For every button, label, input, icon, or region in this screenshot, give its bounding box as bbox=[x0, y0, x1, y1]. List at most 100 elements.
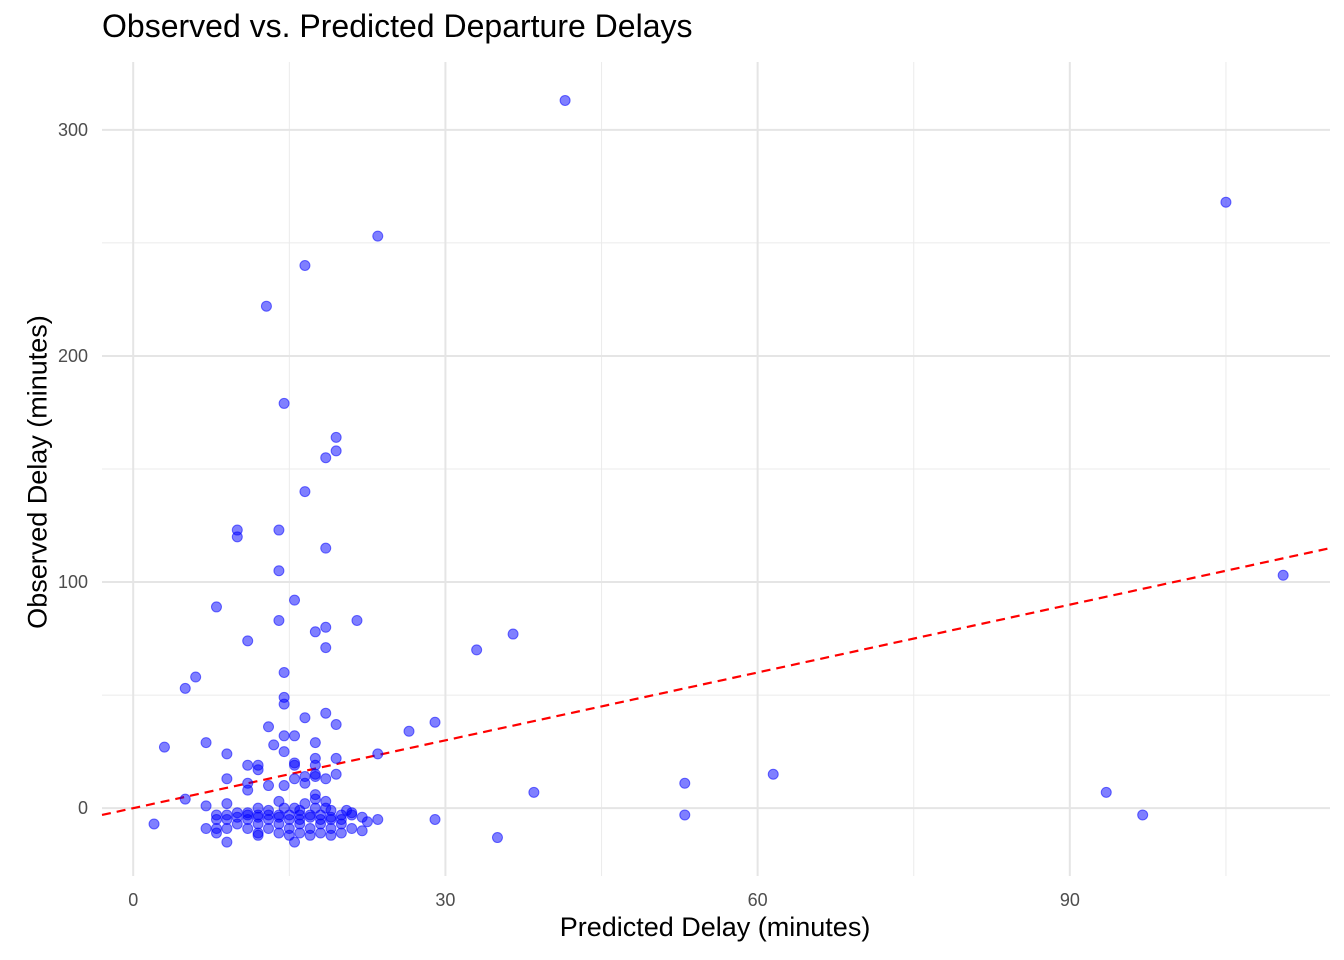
y-tick-label: 0 bbox=[78, 798, 88, 818]
data-point bbox=[309, 737, 321, 749]
data-point bbox=[330, 445, 342, 457]
data-point bbox=[273, 614, 285, 626]
x-tick-label: 0 bbox=[128, 890, 138, 910]
data-point bbox=[299, 260, 311, 271]
data-point bbox=[200, 737, 212, 749]
data-point bbox=[273, 827, 285, 839]
data-point bbox=[403, 725, 415, 737]
data-point bbox=[304, 829, 316, 841]
data-point bbox=[289, 730, 301, 742]
data-point bbox=[330, 719, 342, 731]
data-point bbox=[346, 809, 358, 821]
major-gridlines bbox=[102, 62, 1330, 876]
data-point bbox=[278, 780, 290, 792]
data-point bbox=[429, 813, 441, 825]
data-point bbox=[679, 809, 691, 821]
data-point bbox=[242, 813, 254, 825]
reference-line-group bbox=[101, 547, 1331, 817]
data-point bbox=[148, 818, 160, 830]
data-point bbox=[309, 759, 321, 771]
data-point bbox=[356, 825, 368, 837]
data-point bbox=[158, 741, 170, 753]
data-point bbox=[268, 739, 280, 751]
data-point bbox=[210, 813, 222, 825]
data-point bbox=[294, 818, 306, 830]
data-point bbox=[320, 452, 332, 464]
data-point bbox=[1100, 786, 1112, 798]
data-point bbox=[330, 752, 342, 764]
data-point bbox=[289, 759, 301, 771]
data-point bbox=[283, 813, 295, 825]
data-point bbox=[231, 818, 243, 830]
x-axis-title: Predicted Delay (minutes) bbox=[559, 912, 871, 942]
data-point bbox=[1220, 196, 1232, 208]
data-point bbox=[200, 800, 212, 812]
data-point bbox=[330, 431, 342, 443]
data-point bbox=[299, 777, 311, 789]
data-point bbox=[559, 94, 571, 106]
data-point bbox=[289, 594, 301, 606]
x-tick-label: 90 bbox=[1060, 890, 1080, 910]
data-point bbox=[278, 746, 290, 758]
data-point bbox=[767, 768, 779, 780]
data-point bbox=[179, 682, 191, 694]
data-point bbox=[242, 635, 254, 647]
data-point bbox=[372, 813, 384, 825]
data-point bbox=[289, 773, 301, 785]
y-axis-title: Observed Delay (minutes) bbox=[22, 315, 53, 629]
data-point bbox=[507, 628, 519, 640]
data-point bbox=[320, 707, 332, 719]
data-point bbox=[273, 524, 285, 536]
data-point bbox=[221, 823, 233, 835]
data-point bbox=[278, 698, 290, 710]
data-point bbox=[335, 827, 347, 839]
data-point bbox=[210, 601, 222, 613]
data-point bbox=[325, 829, 337, 841]
data-point bbox=[309, 768, 321, 780]
data-point bbox=[372, 230, 384, 242]
data-point bbox=[190, 671, 202, 683]
data-point bbox=[263, 823, 275, 835]
data-point bbox=[325, 813, 337, 825]
data-point bbox=[179, 793, 191, 805]
data-point bbox=[528, 786, 540, 798]
data-point bbox=[320, 773, 332, 785]
data-point bbox=[679, 777, 691, 789]
data-point bbox=[260, 300, 272, 312]
data-point bbox=[242, 759, 254, 771]
data-point bbox=[221, 813, 233, 825]
data-point bbox=[346, 823, 358, 835]
data-point bbox=[263, 813, 275, 825]
data-point bbox=[372, 748, 384, 760]
data-point bbox=[200, 823, 212, 835]
data-point bbox=[221, 748, 233, 760]
y-tick-label: 100 bbox=[58, 572, 88, 592]
data-point bbox=[210, 827, 222, 839]
data-point bbox=[320, 621, 332, 633]
data-point bbox=[263, 721, 275, 733]
data-point bbox=[273, 565, 285, 577]
data-point bbox=[361, 816, 373, 828]
x-tick-label: 30 bbox=[435, 890, 455, 910]
data-point bbox=[315, 818, 327, 830]
x-axis-ticks: 0 30 60 90 bbox=[128, 890, 1080, 910]
data-point bbox=[309, 626, 321, 638]
data-point bbox=[304, 811, 316, 823]
data-point bbox=[1137, 809, 1149, 821]
data-point bbox=[242, 784, 254, 796]
data-point bbox=[294, 827, 306, 839]
data-point bbox=[315, 827, 327, 839]
data-point bbox=[309, 793, 321, 805]
data-point bbox=[471, 644, 483, 656]
data-point bbox=[242, 823, 254, 835]
reference-line bbox=[101, 547, 1331, 817]
data-point bbox=[278, 397, 290, 409]
data-points bbox=[148, 94, 1289, 848]
data-point bbox=[252, 829, 264, 841]
data-point bbox=[330, 768, 342, 780]
data-point bbox=[320, 642, 332, 654]
y-axis-ticks: 0 100 200 300 bbox=[58, 120, 88, 818]
data-point bbox=[335, 818, 347, 830]
data-point bbox=[299, 486, 311, 498]
